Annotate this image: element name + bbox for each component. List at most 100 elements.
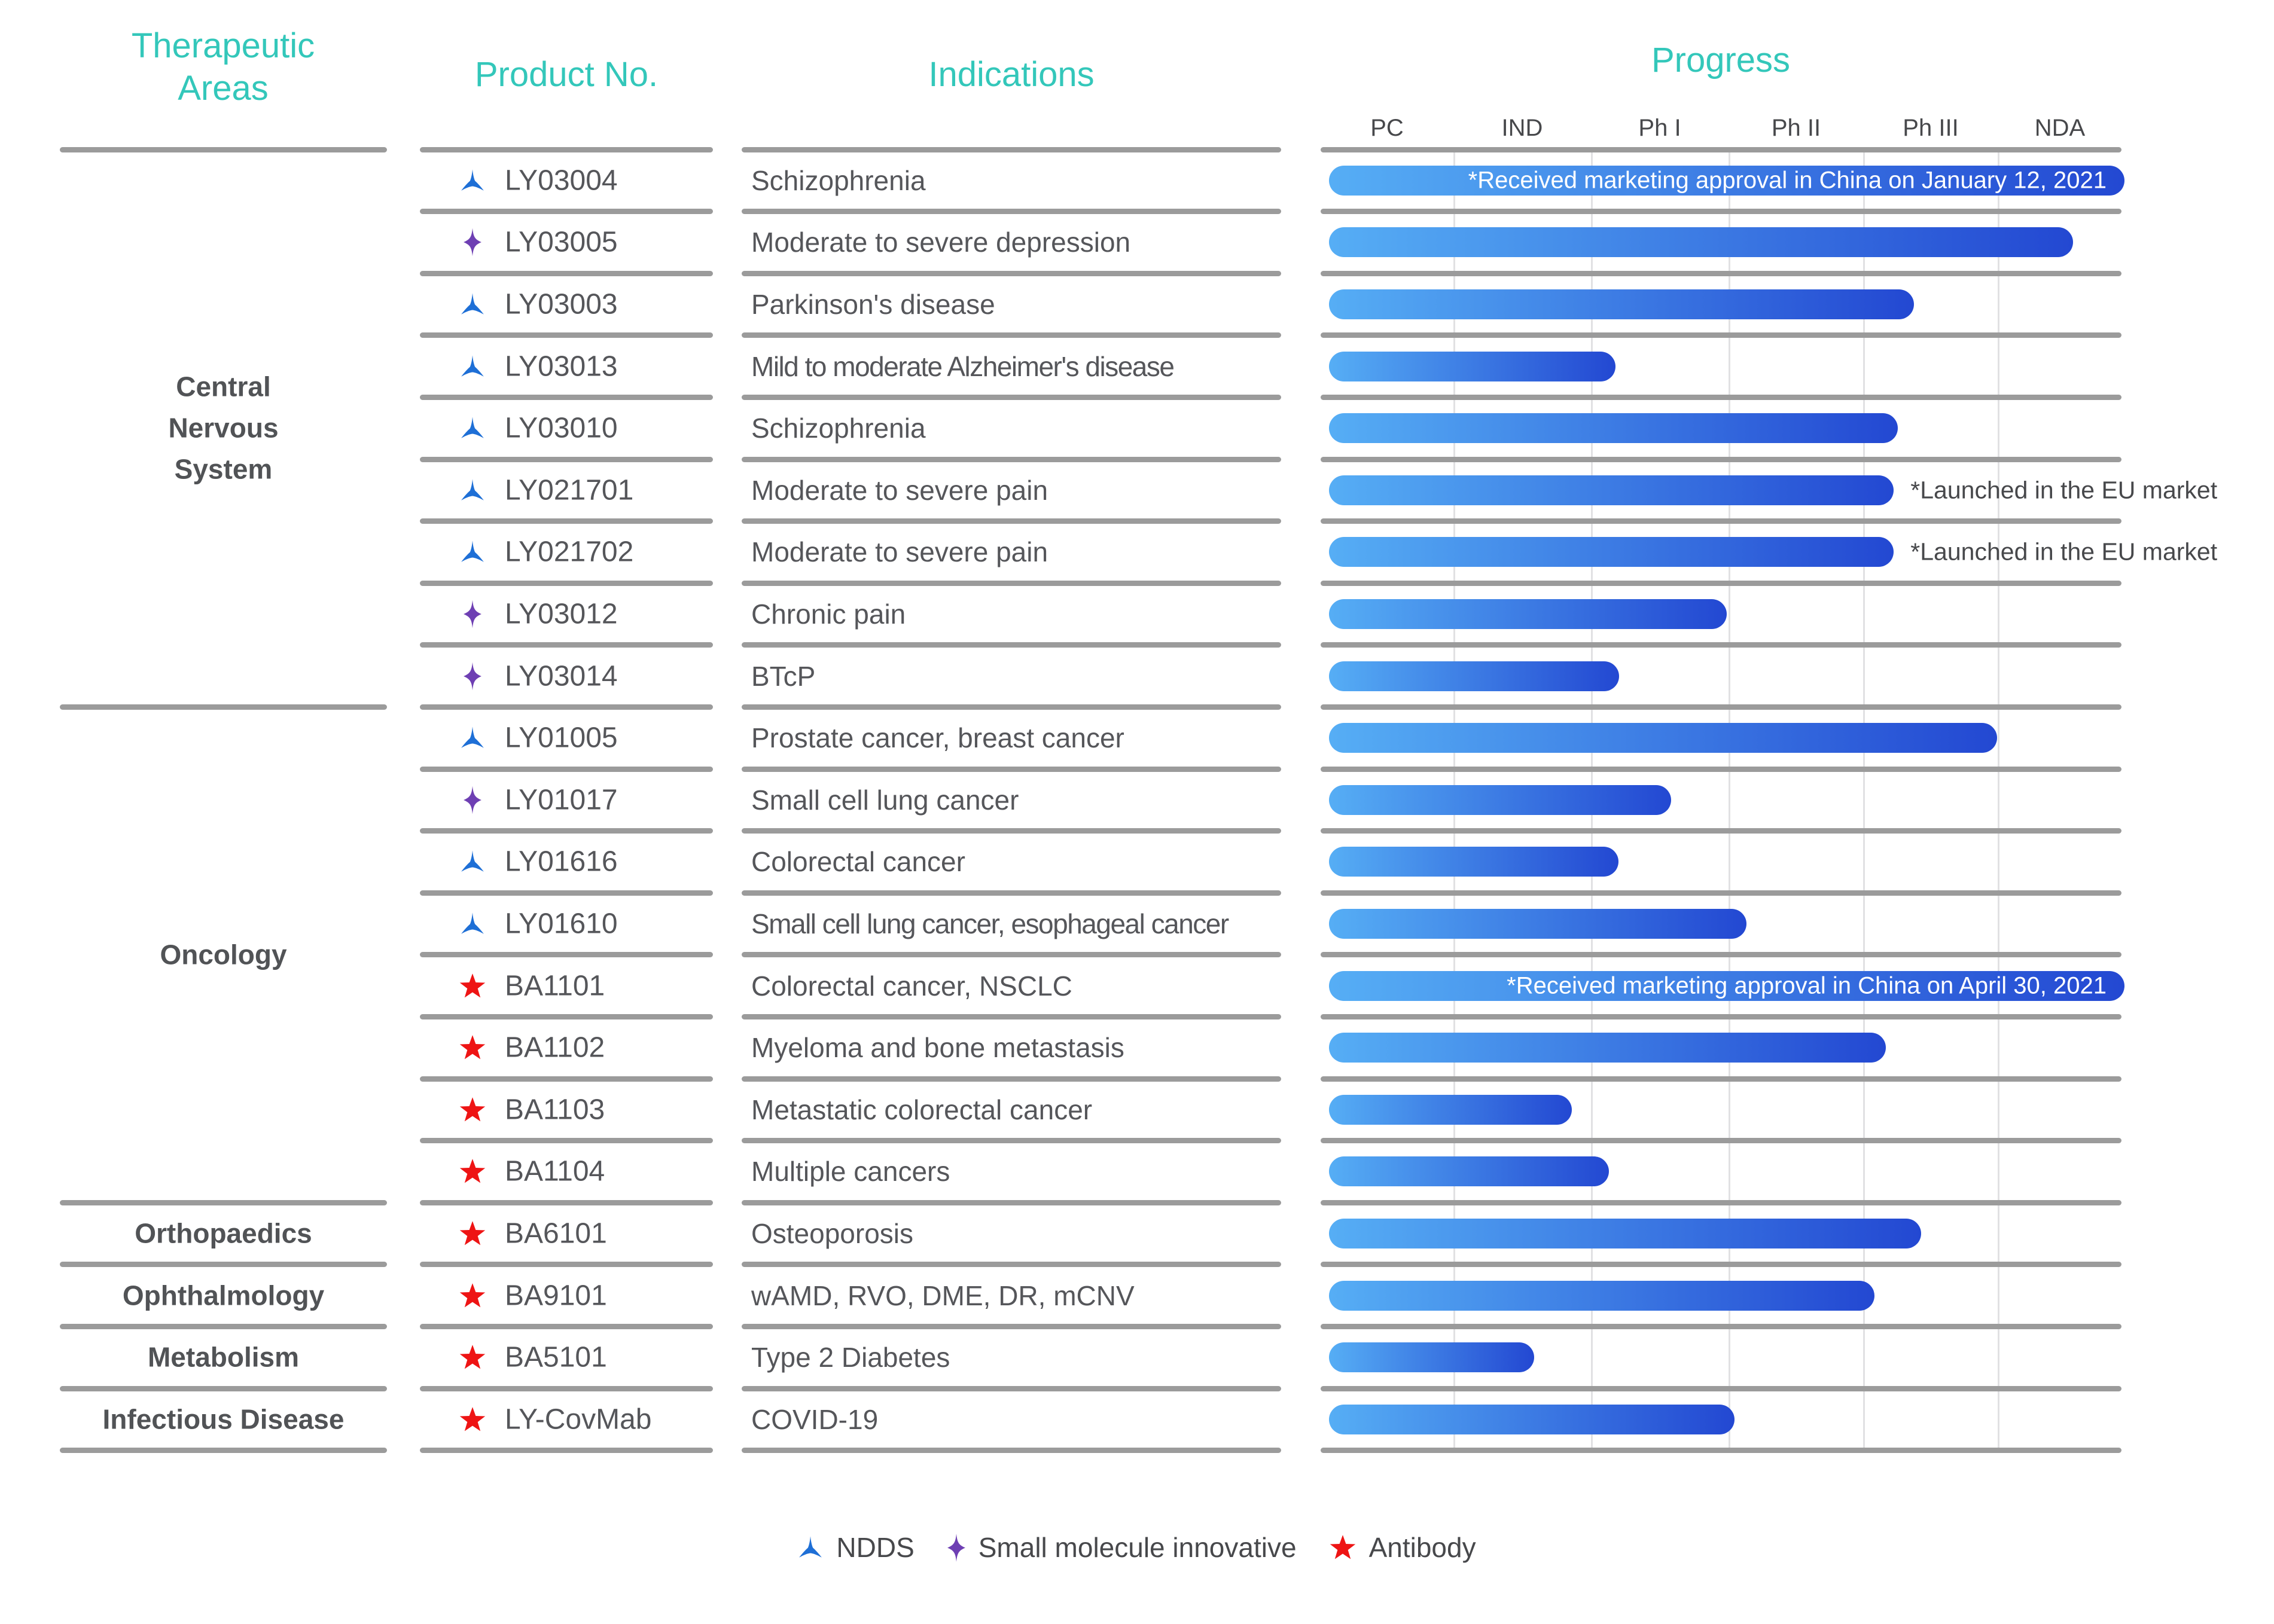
indication-text: Prostate cancer, breast cancer <box>751 722 1124 754</box>
row-separator <box>420 146 713 152</box>
small-molecule-icon <box>464 600 481 628</box>
market-annotation: *Launched in the EU market <box>1910 476 2218 504</box>
row-separator <box>420 1014 713 1019</box>
row-separator <box>1321 332 2121 338</box>
row-separator <box>1321 1014 2121 1019</box>
indication-text: Small cell lung cancer, esophageal cance… <box>751 908 1229 939</box>
product-number: LY03005 <box>505 226 618 258</box>
pipeline-row: LY01616 Colorectal cancer <box>0 831 2274 893</box>
legend-label: NDDS <box>836 1532 915 1563</box>
antibody-icon <box>459 1097 486 1122</box>
pipeline-row: BA1103 Metastatic colorectal cancer <box>0 1079 2274 1141</box>
progress-bar <box>1329 661 1620 691</box>
pipeline-row: BA9101 wAMD, RVO, DME, DR, mCNV <box>0 1265 2274 1327</box>
product-number: LY01616 <box>505 845 618 878</box>
indication-text: Moderate to severe depression <box>751 227 1131 258</box>
row-separator <box>420 890 713 896</box>
row-separator <box>60 1385 387 1391</box>
product-number: LY021702 <box>505 536 634 568</box>
row-separator <box>1321 890 2121 896</box>
small-molecule-icon <box>464 228 481 257</box>
therapeutic-area-label: Metabolism <box>147 1341 300 1373</box>
product-number: BA1103 <box>505 1094 605 1126</box>
legend-item: NDDS <box>798 1531 915 1564</box>
row-separator <box>60 1448 387 1454</box>
product-number: LY021701 <box>505 474 634 506</box>
antibody-icon <box>459 1221 486 1246</box>
progress-bar <box>1329 537 1894 567</box>
row-separator <box>420 518 713 524</box>
row-separator <box>1321 580 2121 586</box>
row-separator <box>742 952 1281 958</box>
approval-annotation: *Received marketing approval in China on… <box>1468 167 2107 194</box>
pipeline-row: LY03003 Parkinson's disease <box>0 273 2274 335</box>
phase-label-ph-iii: Ph III <box>1903 115 1959 141</box>
progress-bar: *Received marketing approval in China on… <box>1329 970 2124 1001</box>
product-number: LY01610 <box>505 908 618 940</box>
row-separator <box>420 1138 713 1144</box>
row-separator <box>420 952 713 958</box>
antibody-icon <box>459 1345 486 1369</box>
indication-text: wAMD, RVO, DME, DR, mCNV <box>751 1280 1135 1311</box>
antibody-icon <box>459 1159 486 1183</box>
product-number: LY01017 <box>505 784 618 816</box>
indication-text: Mild to moderate Alzheimer's disease <box>751 350 1175 382</box>
row-separator <box>742 394 1281 400</box>
row-separator <box>420 1323 713 1329</box>
ndds-icon <box>461 850 484 872</box>
progress-bar <box>1329 475 1894 505</box>
pipeline-row: LY03014 BTcP <box>0 645 2274 707</box>
product-number: BA1101 <box>505 970 605 1002</box>
pipeline-row: LY01017 Small cell lung cancer <box>0 769 2274 831</box>
product-number: BA1102 <box>505 1031 605 1064</box>
legend-label: Small molecule innovative <box>978 1532 1297 1563</box>
pipeline-row: LY03013 Mild to moderate Alzheimer's dis… <box>0 335 2274 398</box>
progress-bar <box>1329 723 1998 753</box>
phase-label-ind: IND <box>1501 115 1543 141</box>
antibody-legend-icon <box>1330 1535 1355 1559</box>
row-separator <box>1321 766 2121 772</box>
row-separator <box>1321 1138 2121 1144</box>
approval-annotation: *Received marketing approval in China on… <box>1507 972 2107 999</box>
progress-bar <box>1329 413 1898 444</box>
product-number: LY03014 <box>505 660 618 692</box>
antibody-icon <box>459 1406 486 1431</box>
row-separator <box>420 1385 713 1391</box>
pipeline-row: BA6101 Osteoporosis <box>0 1202 2274 1265</box>
row-separator <box>1321 1448 2121 1454</box>
row-separator <box>742 209 1281 215</box>
ndds-icon <box>461 293 484 315</box>
row-separator <box>1321 209 2121 215</box>
product-number: BA9101 <box>505 1280 607 1312</box>
therapeutic-area-label: Central Nervous System <box>168 371 279 485</box>
phase-label-ph-i: Ph I <box>1638 115 1681 141</box>
therapeutic-area-label: Orthopaedics <box>135 1217 312 1249</box>
row-separator <box>742 766 1281 772</box>
row-separator <box>742 1385 1281 1391</box>
column-header-indications: Indications <box>928 55 1095 94</box>
row-separator <box>1321 270 2121 276</box>
phase-label-nda: NDA <box>2034 115 2086 141</box>
ndds-legend-icon <box>799 1536 822 1558</box>
row-separator <box>1321 1199 2121 1205</box>
gridline <box>1863 149 1865 1451</box>
pipeline-row: LY03012 Chronic pain <box>0 583 2274 645</box>
indication-text: COVID-19 <box>751 1403 879 1435</box>
progress-bar <box>1329 1094 1572 1125</box>
product-number: LY03003 <box>505 288 618 320</box>
product-number: LY01005 <box>505 722 618 754</box>
progress-bar <box>1329 1404 1735 1434</box>
small-molecule-icon <box>464 786 481 814</box>
row-separator <box>742 1199 1281 1205</box>
row-separator <box>60 1262 387 1268</box>
row-separator <box>60 1323 387 1329</box>
ndds-icon <box>461 478 484 500</box>
ndds-icon <box>461 726 484 748</box>
row-separator <box>742 1323 1281 1329</box>
pipeline-row: LY03005 Moderate to severe depression <box>0 212 2274 274</box>
pipeline-row: LY03010 Schizophrenia <box>0 397 2274 459</box>
row-separator <box>742 456 1281 462</box>
indication-text: Colorectal cancer, NSCLC <box>751 970 1072 1002</box>
pipeline-row: BA5101 Type 2 Diabetes <box>0 1326 2274 1388</box>
